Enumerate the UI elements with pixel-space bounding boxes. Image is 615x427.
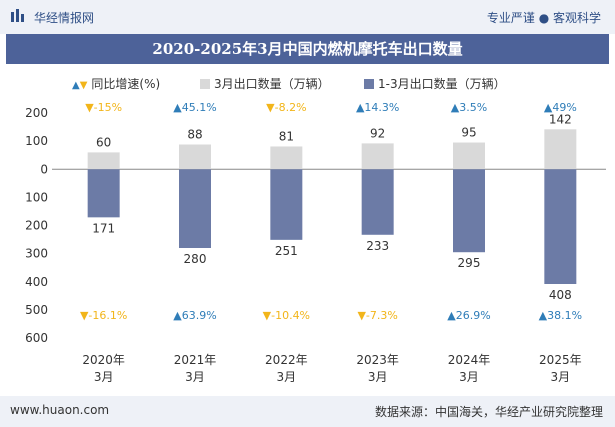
- march-bar: [179, 144, 211, 170]
- legend-growth: ▲▼ 同比增速(%): [72, 74, 160, 94]
- y-tick-label: 100: [25, 134, 48, 148]
- growth-ytd-label: ▲38.1%: [539, 309, 582, 322]
- march-value-label: 60: [96, 135, 111, 149]
- ytd-bar: [179, 169, 211, 248]
- ytd-value-label: 280: [184, 252, 207, 266]
- march-bar: [270, 146, 303, 170]
- category-label-month: 3月: [185, 370, 205, 384]
- y-tick-label: 200: [25, 219, 48, 233]
- march-bar: [87, 152, 120, 170]
- category-label-month: 3月: [277, 370, 297, 384]
- y-tick-label: 600: [25, 331, 48, 345]
- legend-growth-label: 同比增速(%): [91, 77, 161, 91]
- y-tick-label: 200: [25, 106, 48, 120]
- brand-name: 华经情报网: [34, 11, 95, 25]
- legend-ytd-label: 1-3月出口数量（万辆）: [378, 77, 506, 91]
- category-label-year: 2023年: [356, 353, 399, 367]
- ytd-bar: [270, 169, 303, 240]
- growth-march-label: ▲3.5%: [451, 101, 487, 114]
- ytd-bar: [361, 169, 394, 235]
- growth-ytd-label: ▲63.9%: [173, 309, 216, 322]
- brand-logo-icon: [11, 9, 24, 22]
- ytd-value-label: 251: [275, 244, 298, 258]
- y-tick-label: 0: [40, 162, 48, 176]
- ytd-bar: [87, 169, 120, 218]
- title-bar: 2020-2025年3月中国内燃机摩托车出口数量: [6, 34, 609, 64]
- y-tick-label: 300: [25, 247, 48, 261]
- footer-website: www.huaon.com: [10, 403, 110, 417]
- legend-march-swatch: [200, 78, 210, 89]
- ytd-value-label: 295: [458, 256, 481, 270]
- category-label-year: 2025年: [539, 353, 582, 367]
- march-bar: [544, 129, 577, 170]
- legend-march-label: 3月出口数量（万辆）: [214, 77, 330, 91]
- march-value-label: 92: [370, 126, 385, 140]
- category-label-month: 3月: [459, 370, 479, 384]
- growth-ytd-label: ▼-16.1%: [80, 309, 127, 322]
- legend-ytd: 1-3月出口数量（万辆）: [364, 74, 506, 94]
- triangle-down-icon: ▼: [79, 80, 88, 91]
- category-label-year: 2020年: [82, 353, 125, 367]
- march-bar: [453, 142, 485, 170]
- chart-legend: ▲▼ 同比增速(%) 3月出口数量（万辆） 1-3月出口数量（万辆）: [0, 74, 615, 94]
- growth-march-label: ▼-15%: [85, 101, 122, 114]
- march-value-label: 95: [461, 126, 476, 140]
- growth-march-label: ▼-8.2%: [266, 101, 306, 114]
- growth-march-label: ▲14.3%: [356, 101, 399, 114]
- growth-ytd-label: ▲26.9%: [447, 309, 490, 322]
- growth-march-label: ▲45.1%: [173, 101, 216, 114]
- march-value-label: 88: [187, 128, 202, 142]
- ytd-bar: [453, 169, 485, 253]
- march-value-label: 81: [279, 129, 294, 143]
- category-label-year: 2021年: [174, 353, 217, 367]
- ytd-value-label: 233: [366, 239, 389, 253]
- ytd-value-label: 408: [549, 288, 572, 302]
- ytd-value-label: 171: [92, 221, 115, 235]
- march-bar: [361, 143, 394, 170]
- footer-source: 数据来源：中国海关，华经产业研究院整理: [374, 405, 603, 419]
- growth-ytd-label: ▼-10.4%: [263, 309, 310, 322]
- legend-march: 3月出口数量（万辆）: [200, 74, 330, 94]
- y-tick-label: 400: [25, 275, 48, 289]
- chart-title: 2020-2025年3月中国内燃机摩托车出口数量: [152, 40, 463, 58]
- category-label-month: 3月: [551, 370, 571, 384]
- header-motto: 专业严谨 ● 客观科学: [486, 11, 601, 25]
- legend-ytd-swatch: [364, 78, 374, 89]
- growth-march-label: ▲49%: [544, 101, 577, 114]
- march-value-label: 142: [549, 112, 572, 126]
- y-tick-label: 500: [25, 303, 48, 317]
- growth-ytd-label: ▼-7.3%: [357, 309, 397, 322]
- category-label-month: 3月: [94, 370, 114, 384]
- triangle-up-icon: ▲: [72, 80, 80, 91]
- header-bar: 华经情报网 专业严谨 ● 客观科学: [0, 0, 615, 34]
- category-label-year: 2022年: [265, 353, 308, 367]
- footer-bar: www.huaon.com 数据来源：中国海关，华经产业研究院整理: [0, 396, 615, 427]
- ytd-bar: [544, 169, 577, 284]
- y-tick-label: 100: [25, 190, 48, 204]
- category-label-month: 3月: [368, 370, 388, 384]
- category-label-year: 2024年: [448, 353, 491, 367]
